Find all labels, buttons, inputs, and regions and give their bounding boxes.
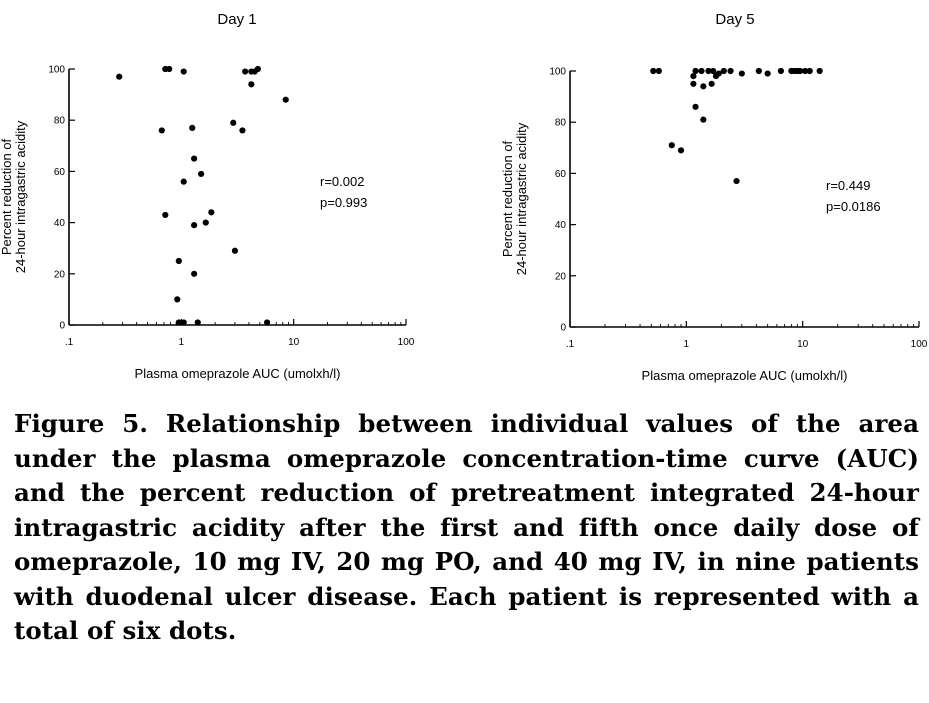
x-axis-label: Plasma omeprazole AUC (umolxh/l) [642, 368, 848, 383]
data-point [708, 80, 715, 87]
data-point [727, 67, 734, 75]
y-tick-label: 80 [54, 116, 66, 127]
data-point [755, 67, 762, 75]
annotation-p: p=0.0186 [826, 199, 881, 214]
y-tick-label: 20 [54, 269, 66, 280]
data-point [700, 116, 707, 123]
figure-caption: Figure 5. Relationship between individua… [14, 409, 919, 645]
data-point [733, 177, 740, 185]
y-tick-label: 60 [54, 167, 66, 178]
data-point [263, 319, 271, 326]
y-tick-label: 100 [48, 65, 65, 76]
data-point [720, 67, 727, 75]
data-point [208, 209, 215, 216]
data-point [254, 65, 261, 73]
data-point [690, 73, 697, 80]
y-axis-label-line2: 24-hour intragastric acidity [13, 120, 28, 273]
data-point [777, 67, 785, 75]
data-point [705, 67, 712, 75]
data-point [166, 65, 173, 73]
x-tick-label: 1 [179, 337, 185, 348]
x-tick-label: 10 [288, 337, 300, 348]
data-point [668, 142, 675, 149]
data-point [806, 67, 813, 75]
data-point [282, 96, 289, 103]
data-point [158, 127, 165, 134]
data-point [198, 170, 205, 178]
data-point [191, 270, 198, 277]
data-point [175, 257, 182, 265]
data-point [690, 80, 697, 87]
data-point [242, 68, 249, 75]
data-point [677, 147, 685, 154]
y-tick-label: 100 [549, 67, 566, 78]
chart-panel-1: Day 1 .1 1 10 100 0 20 40 60 80 100 Plasma omeprazo… [0, 11, 415, 381]
data-point [698, 67, 705, 75]
data-point [180, 319, 187, 326]
x-tick-label: 100 [398, 337, 415, 348]
y-tick-label: 80 [555, 118, 567, 129]
data-point [180, 178, 187, 185]
data-point [650, 67, 657, 75]
chart-panel-2: Day 5 .1 1 10 100 0 20 40 60 80 100 Plasma omeprazo… [500, 11, 928, 383]
data-point [796, 67, 804, 75]
chart-title: Day 1 [217, 11, 256, 28]
data-point [738, 70, 745, 77]
y-tick-label: 40 [555, 220, 567, 231]
data-point [816, 67, 823, 75]
x-tick-label: 1 [684, 339, 690, 350]
x-tick-label: 100 [911, 339, 928, 350]
data-point [191, 222, 198, 229]
data-point [710, 67, 717, 75]
y-axis-label-line1: Percent reduction of [0, 138, 14, 255]
y-axis-label-line1: Percent reduction of [500, 140, 515, 257]
y-tick-label: 60 [555, 169, 567, 180]
data-point [239, 127, 246, 134]
chart-title: Day 5 [715, 11, 754, 28]
annotation-p: p=0.993 [320, 195, 367, 210]
data-point [802, 67, 809, 75]
x-tick-label: 10 [797, 339, 809, 350]
data-point [174, 296, 181, 303]
x-tick-label: .1 [566, 339, 575, 350]
data-point [692, 103, 699, 110]
y-tick-label: 40 [54, 218, 66, 229]
annotation-r: r=0.449 [826, 178, 870, 193]
data-point [194, 319, 201, 326]
data-point [692, 67, 699, 75]
data-point [116, 73, 123, 80]
data-point [191, 155, 198, 162]
data-point [180, 68, 187, 75]
data-point [655, 67, 662, 75]
annotation-r: r=0.002 [320, 174, 364, 189]
data-point [231, 247, 239, 254]
data-point [764, 70, 771, 77]
x-tick-label: .1 [65, 337, 74, 348]
y-axis-label-line2: 24-hour intragastric acidity [514, 122, 529, 275]
data-point [189, 124, 196, 131]
y-tick-label: 0 [59, 321, 65, 332]
y-tick-label: 20 [555, 271, 567, 282]
data-point [162, 211, 169, 219]
data-point [202, 219, 209, 226]
data-point [230, 119, 237, 126]
data-point [700, 83, 707, 90]
y-tick-label: 0 [560, 323, 566, 334]
x-axis-label: Plasma omeprazole AUC (umolxh/l) [135, 366, 341, 381]
data-point [715, 70, 722, 77]
data-point [248, 81, 255, 88]
data-point [175, 319, 182, 326]
